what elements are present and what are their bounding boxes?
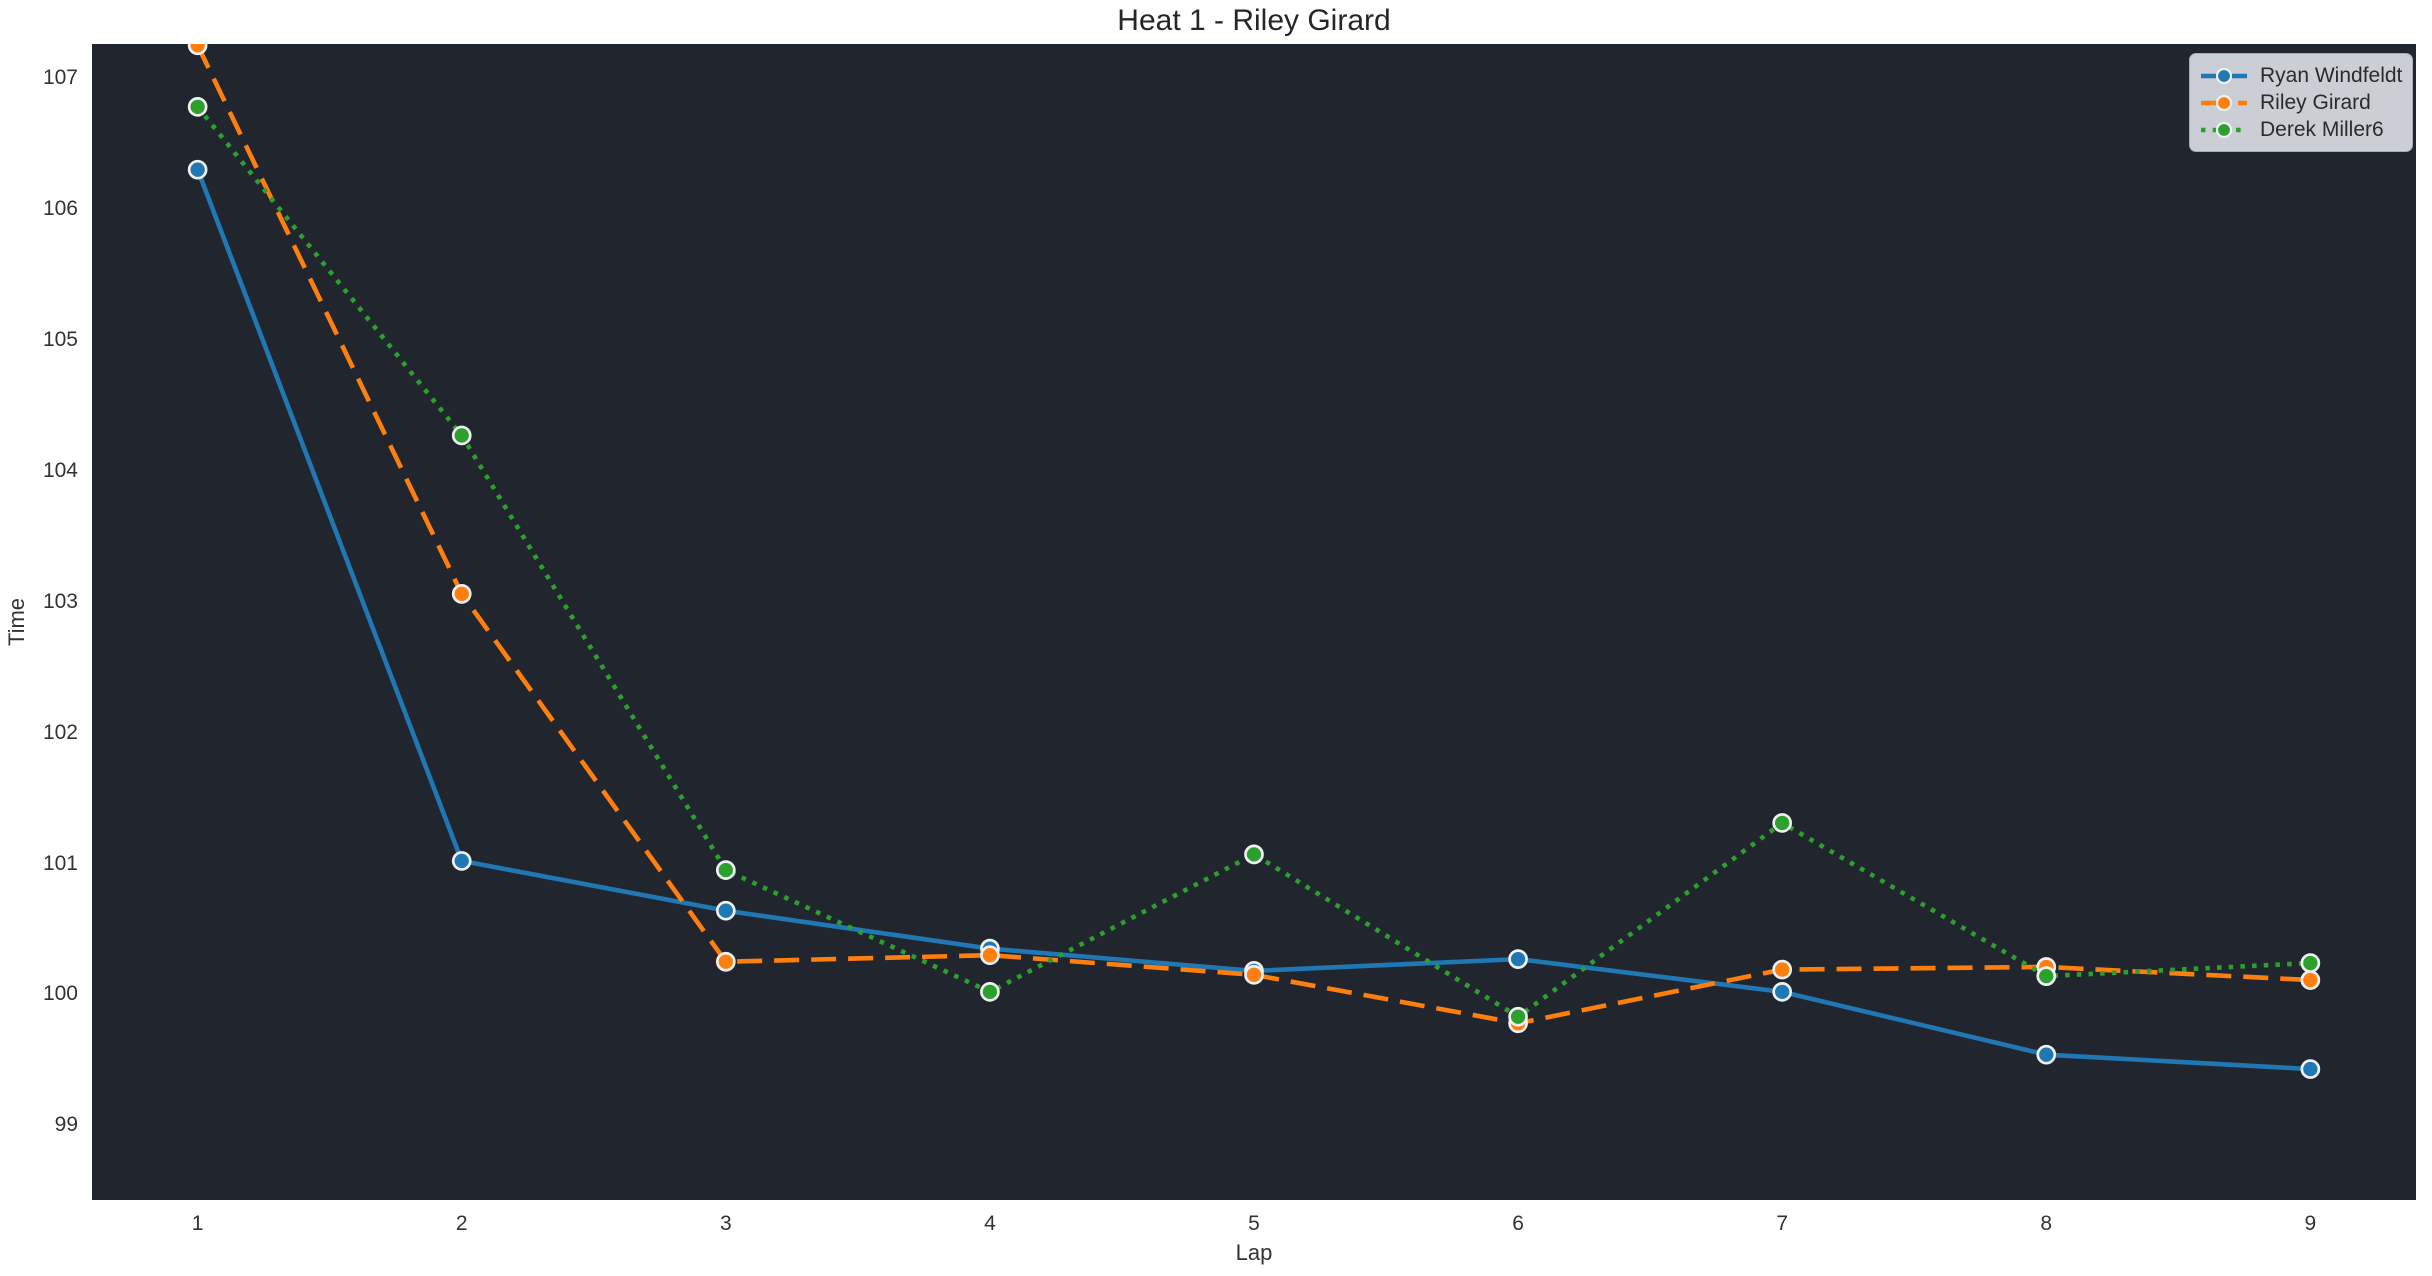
y-axis-label: Time <box>4 597 29 647</box>
data-point-derek-miller6-lap-6 <box>1508 1006 1528 1027</box>
y-tick-107: 107 <box>42 66 78 90</box>
legend-marker-derek-miller6 <box>2215 121 2233 138</box>
data-point-derek-miller6-lap-8 <box>2036 966 2057 986</box>
legend: Ryan Windfeldt Riley Girard Derek Miller6 <box>2189 53 2413 152</box>
data-point-ryan-windfeldt-lap-9 <box>2300 1059 2321 1079</box>
legend-label-riley-girard: Riley Girard <box>2260 90 2371 114</box>
data-point-derek-miller6-lap-4 <box>980 981 1000 1002</box>
data-point-ryan-windfeldt-lap-7 <box>1772 981 1793 1002</box>
data-point-riley-girard-lap-1 <box>187 44 208 56</box>
legend-label-derek-miller6: Derek Miller6 <box>2260 117 2384 141</box>
chart-title: Heat 1 - Riley Girard <box>1117 4 1391 37</box>
data-point-riley-girard-lap-5 <box>1244 964 1264 985</box>
data-point-ryan-windfeldt-lap-8 <box>2036 1044 2057 1065</box>
y-tick-100: 100 <box>42 982 78 1006</box>
y-tick-106: 106 <box>42 196 78 220</box>
data-point-ryan-windfeldt-lap-2 <box>451 851 472 871</box>
data-point-derek-miller6-lap-9 <box>2300 953 2321 973</box>
x-tick-5: 5 <box>1248 1212 1260 1235</box>
data-point-derek-miller6-lap-5 <box>1244 844 1264 865</box>
y-tick-103: 103 <box>42 589 78 613</box>
y-tick-104: 104 <box>42 458 78 482</box>
legend-entry-riley-girard: Riley Girard <box>2200 89 2412 116</box>
x-tick-8: 8 <box>2040 1212 2053 1235</box>
data-point-derek-miller6-lap-3 <box>715 860 736 880</box>
x-tick-4: 4 <box>984 1212 996 1235</box>
y-tick-99: 99 <box>54 1113 78 1137</box>
legend-line-sample-derek-miller6 <box>2201 121 2247 138</box>
series-line-riley-girard <box>195 44 2311 1026</box>
x-axis-label: Lap <box>1235 1240 1273 1265</box>
x-tick-1: 1 <box>191 1212 204 1235</box>
legend-marker-riley-girard <box>2215 94 2233 111</box>
x-tick-2: 2 <box>455 1212 468 1235</box>
data-point-riley-girard-lap-9 <box>2300 970 2321 990</box>
legend-line-sample-riley-girard <box>2201 94 2247 111</box>
data-point-ryan-windfeldt-lap-3 <box>715 900 736 921</box>
data-point-ryan-windfeldt-lap-1 <box>187 159 208 180</box>
y-tick-102: 102 <box>42 720 78 744</box>
data-point-derek-miller6-lap-1 <box>187 96 208 117</box>
data-point-derek-miller6-lap-7 <box>1772 813 1793 833</box>
legend-marker-ryan-windfeldt <box>2215 67 2233 84</box>
data-point-riley-girard-lap-2 <box>451 584 472 604</box>
legend-label-ryan-windfeldt: Ryan Windfeldt <box>2260 63 2403 87</box>
data-point-riley-girard-lap-3 <box>715 951 736 972</box>
data-point-riley-girard-lap-4 <box>980 945 1000 966</box>
y-tick-105: 105 <box>42 327 78 351</box>
x-tick-3: 3 <box>719 1212 732 1235</box>
plot-area <box>92 44 2416 1200</box>
legend-line-sample-ryan-windfeldt <box>2201 67 2247 84</box>
data-point-derek-miller6-lap-2 <box>451 425 472 446</box>
x-tick-6: 6 <box>1512 1212 1524 1235</box>
x-tick-9: 9 <box>2304 1212 2317 1235</box>
y-tick-101: 101 <box>42 851 78 875</box>
legend-entry-ryan-windfeldt: Ryan Windfeldt <box>2200 62 2412 89</box>
x-tick-7: 7 <box>1776 1212 1789 1235</box>
legend-entry-derek-miller6: Derek Miller6 <box>2200 116 2412 143</box>
data-point-riley-girard-lap-7 <box>1772 959 1793 980</box>
data-point-ryan-windfeldt-lap-6 <box>1508 949 1528 969</box>
